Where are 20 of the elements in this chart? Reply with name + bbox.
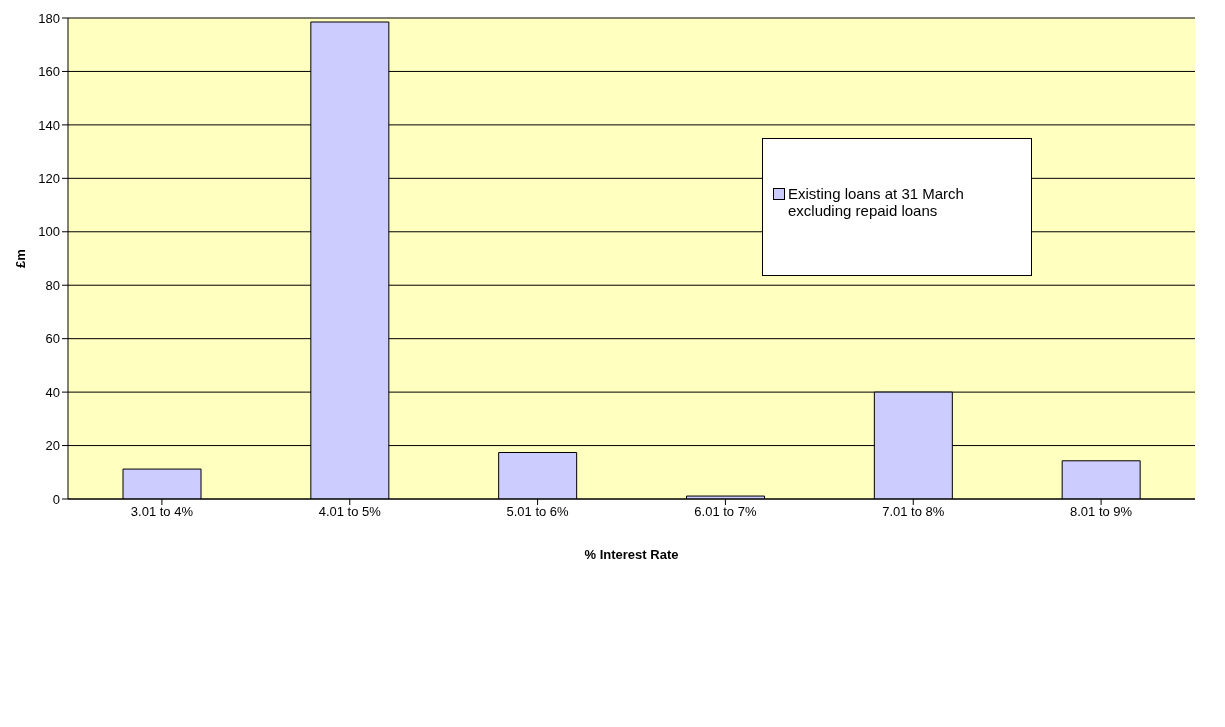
- y-tick-label: 20: [45, 438, 60, 454]
- x-tick-label: 8.01 to 9%: [1070, 504, 1133, 520]
- legend-label: Existing loans at 31 March excluding repaid loans: [788, 185, 965, 219]
- y-tick-label: 60: [45, 331, 60, 347]
- x-tick-label: 4.01 to 5%: [318, 504, 382, 520]
- y-tick-label: 80: [45, 277, 60, 293]
- y-tick-label: 180: [38, 10, 60, 26]
- y-tick-label: 140: [38, 117, 60, 133]
- x-tick-label: 6.01 to 7%: [694, 504, 757, 520]
- x-tick-label: 7.01 to 8%: [882, 504, 945, 520]
- y-tick-label: 160: [38, 64, 60, 80]
- y-tick-label: 120: [38, 170, 60, 186]
- y-tick-label: 40: [45, 384, 60, 400]
- x-axis-title: % Interest Rate: [584, 547, 679, 562]
- y-tick-label: 0: [52, 491, 60, 507]
- y-axis-title: £m: [12, 249, 28, 268]
- legend-frame: Existing loans at 31 March excluding repaid loans: [762, 138, 1032, 276]
- x-tick-label: 3.01 to 4%: [130, 504, 194, 520]
- x-tick-label: 5.01 to 6%: [506, 504, 570, 520]
- y-tick-label: 100: [38, 224, 60, 240]
